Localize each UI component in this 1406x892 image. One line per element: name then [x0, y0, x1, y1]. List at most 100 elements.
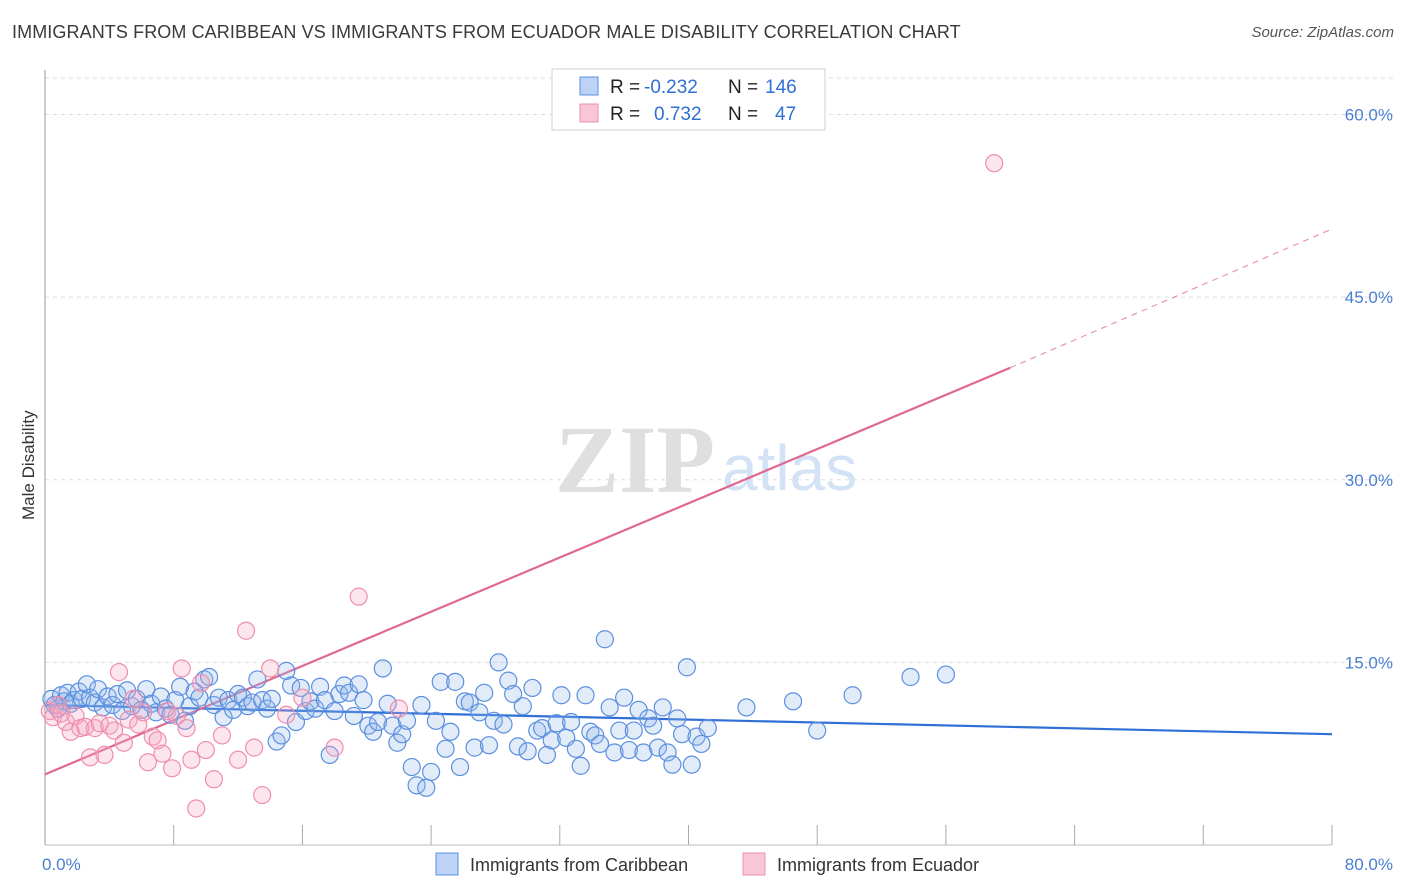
ecuador-point: [277, 705, 296, 724]
ecuador-point: [134, 703, 153, 722]
caribbean-point: [257, 699, 277, 718]
legend-r-label-caribbean: R =: [610, 77, 640, 98]
caribbean-point: [586, 726, 605, 745]
caribbean-point: [653, 698, 672, 717]
caribbean-point: [605, 743, 624, 762]
y-tick-label: 30.0%: [1345, 471, 1393, 490]
caribbean-point: [513, 697, 532, 716]
caribbean-point: [571, 756, 590, 775]
caribbean-point: [436, 739, 455, 758]
legend-swatch-ecuador: [579, 103, 599, 123]
caribbean-point: [378, 694, 397, 713]
caribbean-point: [460, 693, 479, 712]
ecuador-point: [182, 750, 201, 769]
ecuador-point: [158, 701, 177, 721]
caribbean-point: [508, 737, 528, 756]
series-legend-caribbean: Immigrants from Caribbean: [470, 855, 688, 875]
y-tick-label: 60.0%: [1345, 106, 1393, 125]
caribbean-point: [441, 722, 460, 741]
caribbean-point: [465, 738, 484, 757]
caribbean-point: [843, 686, 862, 705]
source-label: Source: ZipAtlas.com: [1251, 24, 1394, 41]
ecuador-point: [389, 699, 409, 718]
caribbean-point: [634, 743, 653, 762]
caribbean-point: [672, 725, 692, 744]
caribbean-point: [267, 732, 286, 751]
watermark: ZIP atlas: [555, 406, 857, 513]
y-ticks: 15.0% 30.0% 45.0% 60.0%: [1345, 106, 1393, 673]
correlation-legend: R = -0.232 N = 146 R = 0.732 N = 47: [551, 68, 826, 131]
caribbean-point: [542, 731, 561, 750]
watermark-zip: ZIP: [555, 406, 715, 513]
ecuador-point: [80, 748, 100, 767]
ecuador-point: [212, 726, 232, 745]
ecuador-point: [293, 688, 312, 707]
caribbean-point: [431, 672, 450, 691]
y-tick-label: 45.0%: [1345, 288, 1393, 307]
caribbean-point: [253, 691, 272, 710]
watermark-atlas: atlas: [722, 432, 857, 504]
caribbean-point: [668, 709, 687, 728]
ecuador-point: [325, 738, 344, 757]
caribbean-point: [648, 738, 668, 757]
ecuador-point: [162, 759, 182, 778]
caribbean-trend-line: [44, 703, 1333, 736]
caribbean-point: [936, 665, 956, 684]
caribbean-point: [325, 701, 344, 721]
ecuador-point: [191, 673, 211, 693]
chart-title: IMMIGRANTS FROM CARIBBEAN VS IMMIGRANTS …: [12, 22, 961, 42]
caribbean-point: [272, 726, 291, 745]
ecuador-point: [349, 587, 368, 606]
caribbean-point: [600, 698, 619, 717]
caribbean-point: [484, 711, 503, 730]
caribbean-point: [537, 745, 557, 765]
caribbean-point: [364, 722, 383, 741]
ecuador-point: [196, 740, 215, 760]
ecuador-point: [95, 745, 114, 765]
caribbean-point: [426, 711, 446, 730]
caribbean-point: [402, 757, 421, 777]
ecuador-point: [228, 750, 248, 769]
legend-r-value-ecuador: 0.732: [654, 104, 702, 125]
caribbean-point: [552, 686, 571, 705]
caribbean-point: [677, 658, 696, 677]
caribbean-point: [624, 721, 643, 740]
caribbean-point: [595, 630, 614, 649]
caribbean-point: [499, 671, 518, 690]
series-legend-swatch-ecuador: [742, 852, 766, 876]
caribbean-points: [42, 630, 956, 797]
caribbean-point: [475, 683, 494, 702]
legend-n-label-ecuador: N =: [728, 104, 758, 125]
caribbean-point: [561, 712, 581, 732]
caribbean-point: [494, 715, 513, 734]
ecuador-point: [105, 721, 124, 740]
ecuador-point: [119, 710, 138, 729]
caribbean-point: [808, 721, 827, 740]
caribbean-point: [137, 680, 156, 699]
legend-n-value-caribbean: 146: [765, 77, 797, 98]
legend-r-value-caribbean: -0.232: [644, 77, 698, 98]
y-tick-label: 15.0%: [1345, 653, 1393, 672]
caribbean-point: [103, 695, 122, 715]
caribbean-point: [393, 725, 412, 744]
caribbean-point: [644, 716, 663, 735]
ecuador-point: [51, 704, 71, 723]
y-axis-label: Male Disability: [19, 410, 38, 520]
caribbean-point: [88, 680, 108, 699]
caribbean-point: [682, 755, 701, 774]
legend-r-label-ecuador: R =: [610, 104, 640, 125]
ecuador-point: [148, 731, 167, 750]
caribbean-point: [547, 714, 566, 733]
caribbean-point: [504, 684, 523, 704]
caribbean-point: [248, 670, 267, 689]
ecuador-point: [985, 154, 1004, 173]
ecuador-point: [236, 621, 256, 640]
caribbean-point: [663, 755, 682, 774]
ecuador-point: [204, 770, 224, 789]
caribbean-point: [533, 719, 552, 738]
caribbean-point: [373, 659, 392, 678]
ecuador-point: [167, 706, 187, 726]
caribbean-point: [901, 667, 920, 687]
ecuador-point: [138, 753, 158, 772]
caribbean-point: [422, 762, 441, 782]
